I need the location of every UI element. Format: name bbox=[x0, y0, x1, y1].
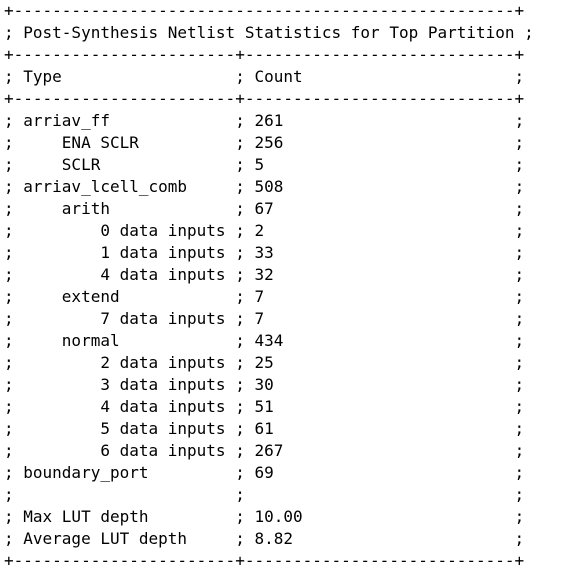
table-row: ; SCLR ; 5 ; bbox=[4, 155, 525, 174]
count-cell: 51 bbox=[254, 397, 274, 416]
count-cell: 261 bbox=[254, 111, 284, 130]
column-header-count: Count bbox=[254, 67, 303, 86]
table-row: ; arriav_ff ; 261 ; bbox=[4, 111, 525, 130]
type-cell: boundary_port bbox=[23, 463, 149, 482]
count-cell: 30 bbox=[254, 375, 274, 394]
type-cell: 1 data inputs bbox=[100, 243, 226, 262]
table-row: ; normal ; 434 ; bbox=[4, 331, 525, 350]
count-cell: 32 bbox=[254, 265, 274, 284]
count-cell: 256 bbox=[254, 133, 284, 152]
count-cell: 33 bbox=[254, 243, 274, 262]
table-row: ; extend ; 7 ; bbox=[4, 287, 525, 306]
type-cell: extend bbox=[61, 287, 120, 306]
table-row: ; arith ; 67 ; bbox=[4, 199, 525, 218]
table-row: ; boundary_port ; 69 ; bbox=[4, 463, 525, 482]
count-cell: 434 bbox=[254, 331, 284, 350]
count-cell: 7 bbox=[254, 309, 265, 328]
count-cell: 5 bbox=[254, 155, 265, 174]
table-row: ; 5 data inputs ; 61 ; bbox=[4, 419, 525, 438]
count-cell: 267 bbox=[254, 441, 284, 460]
table-row: ; 4 data inputs ; 51 ; bbox=[4, 397, 525, 416]
count-cell: 69 bbox=[254, 463, 274, 482]
table-row: ; Max LUT depth ; 10.00 ; bbox=[4, 507, 525, 526]
table-row: ; Average LUT depth ; 8.82 ; bbox=[4, 529, 525, 548]
count-cell: 508 bbox=[254, 177, 284, 196]
table-row: ; arriav_lcell_comb ; 508 ; bbox=[4, 177, 525, 196]
count-cell: 7 bbox=[254, 287, 265, 306]
table-border-bottom: +-----------------------+---------------… bbox=[4, 551, 525, 570]
type-cell: 7 data inputs bbox=[100, 309, 226, 328]
table-row: ; 6 data inputs ; 267 ; bbox=[4, 441, 525, 460]
type-cell: 4 data inputs bbox=[100, 397, 226, 416]
type-cell: arriav_lcell_comb bbox=[23, 177, 188, 196]
type-cell: arith bbox=[61, 199, 110, 218]
count-cell: 25 bbox=[254, 353, 274, 372]
table-header-row: ; Type ; Count ; bbox=[4, 67, 525, 86]
type-cell: Average LUT depth bbox=[23, 529, 188, 548]
type-cell: 6 data inputs bbox=[100, 441, 226, 460]
table-row: ; 1 data inputs ; 33 ; bbox=[4, 243, 525, 262]
table-title: Post-Synthesis Netlist Statistics for To… bbox=[23, 23, 515, 42]
type-cell: Max LUT depth bbox=[23, 507, 149, 526]
count-cell: 10.00 bbox=[254, 507, 303, 526]
table-row: ; 2 data inputs ; 25 ; bbox=[4, 353, 525, 372]
table-row: ; ENA SCLR ; 256 ; bbox=[4, 133, 525, 152]
table-row: ; 4 data inputs ; 32 ; bbox=[4, 265, 525, 284]
count-cell: 8.82 bbox=[254, 529, 293, 548]
type-cell: 3 data inputs bbox=[100, 375, 226, 394]
type-cell: SCLR bbox=[61, 155, 101, 174]
table-border: +-----------------------+---------------… bbox=[4, 45, 525, 64]
table-border-top: +---------------------------------------… bbox=[4, 1, 525, 20]
table-row: ; ; ; bbox=[4, 485, 525, 504]
type-cell: 4 data inputs bbox=[100, 265, 226, 284]
type-cell: normal bbox=[61, 331, 120, 350]
column-header-type: Type bbox=[23, 67, 62, 86]
type-cell: arriav_ff bbox=[23, 111, 110, 130]
table-border: +-----------------------+---------------… bbox=[4, 89, 525, 108]
table-row: ; 3 data inputs ; 30 ; bbox=[4, 375, 525, 394]
count-cell: 2 bbox=[254, 221, 265, 240]
type-cell: 5 data inputs bbox=[100, 419, 226, 438]
count-cell: 61 bbox=[254, 419, 274, 438]
type-cell: 0 data inputs bbox=[100, 221, 226, 240]
table-row: ; 7 data inputs ; 7 ; bbox=[4, 309, 525, 328]
type-cell: ENA SCLR bbox=[61, 133, 139, 152]
type-cell: 2 data inputs bbox=[100, 353, 226, 372]
count-cell: 67 bbox=[254, 199, 274, 218]
table-title-row: ; Post-Synthesis Netlist Statistics for … bbox=[4, 23, 534, 42]
table-row: ; 0 data inputs ; 2 ; bbox=[4, 221, 525, 240]
